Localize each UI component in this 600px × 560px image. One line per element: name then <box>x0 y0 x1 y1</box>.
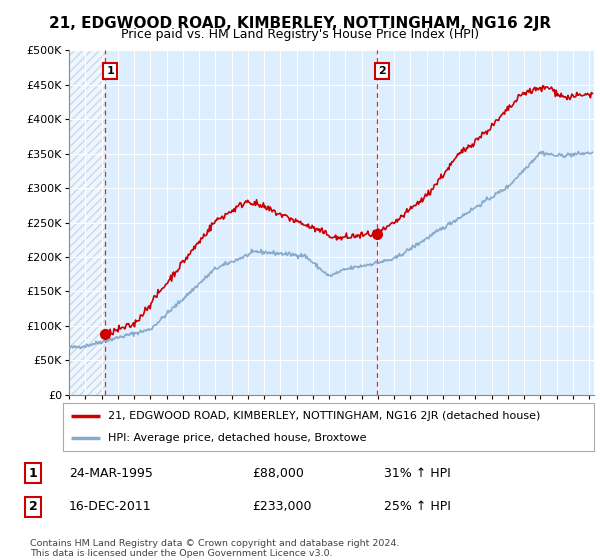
Text: 21, EDGWOOD ROAD, KIMBERLEY, NOTTINGHAM, NG16 2JR (detached house): 21, EDGWOOD ROAD, KIMBERLEY, NOTTINGHAM,… <box>108 410 541 421</box>
Text: 2: 2 <box>378 66 386 76</box>
Text: 2: 2 <box>29 500 37 514</box>
Text: Contains HM Land Registry data © Crown copyright and database right 2024.
This d: Contains HM Land Registry data © Crown c… <box>30 539 400 558</box>
Text: 31% ↑ HPI: 31% ↑ HPI <box>384 466 451 480</box>
Text: 1: 1 <box>29 466 37 480</box>
Text: HPI: Average price, detached house, Broxtowe: HPI: Average price, detached house, Brox… <box>108 433 367 444</box>
Text: Price paid vs. HM Land Registry's House Price Index (HPI): Price paid vs. HM Land Registry's House … <box>121 28 479 41</box>
Bar <box>69 50 105 395</box>
Text: £88,000: £88,000 <box>252 466 304 480</box>
Text: £233,000: £233,000 <box>252 500 311 514</box>
Text: 25% ↑ HPI: 25% ↑ HPI <box>384 500 451 514</box>
Text: 1: 1 <box>106 66 114 76</box>
Text: 16-DEC-2011: 16-DEC-2011 <box>69 500 152 514</box>
Text: 24-MAR-1995: 24-MAR-1995 <box>69 466 153 480</box>
Text: 21, EDGWOOD ROAD, KIMBERLEY, NOTTINGHAM, NG16 2JR: 21, EDGWOOD ROAD, KIMBERLEY, NOTTINGHAM,… <box>49 16 551 31</box>
